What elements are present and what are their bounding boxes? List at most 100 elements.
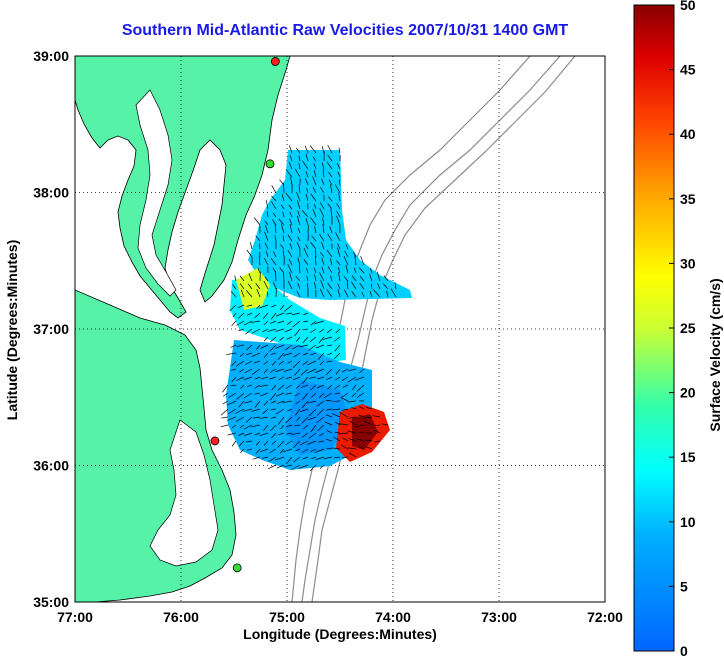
velocity-vector <box>327 384 333 390</box>
velocity-vector <box>294 328 301 337</box>
velocity-vector <box>303 424 309 430</box>
velocity-vector <box>270 408 277 411</box>
map-area <box>75 56 605 602</box>
velocity-vector <box>251 368 261 375</box>
radar-stations <box>210 57 280 573</box>
velocity-vector <box>267 328 277 332</box>
velocity-vector <box>255 448 261 454</box>
velocity-vector <box>286 320 293 325</box>
velocity-vector <box>334 431 341 434</box>
velocity-vector <box>305 244 309 250</box>
velocity-vector <box>301 400 309 409</box>
velocity-vector <box>264 242 269 250</box>
velocity-vector <box>336 260 341 266</box>
x-tick-label: 75:00 <box>269 609 305 625</box>
velocity-vector <box>239 368 245 373</box>
velocity-vector <box>341 456 349 459</box>
velocity-vector <box>314 320 325 325</box>
velocity-vector <box>263 280 269 290</box>
velocity-vector <box>333 336 341 342</box>
velocity-vector <box>289 145 293 154</box>
velocity-vector <box>280 223 285 234</box>
velocity-vector <box>338 432 349 435</box>
velocity-vector <box>326 360 333 363</box>
velocity-vector <box>302 336 309 344</box>
velocity-vector <box>271 185 277 194</box>
velocity-vector <box>364 439 373 442</box>
velocity-vector <box>359 406 365 410</box>
velocity-vector <box>319 392 325 398</box>
velocity-vector <box>310 217 317 226</box>
velocity-vector <box>377 282 381 290</box>
velocity-vector <box>309 464 317 472</box>
velocity-vector <box>353 251 357 258</box>
velocity-vector <box>284 464 293 467</box>
velocity-vector <box>358 431 365 434</box>
velocity-vector <box>280 244 285 250</box>
velocity-vector <box>263 336 269 342</box>
velocity-vector <box>327 266 333 274</box>
velocity-vector <box>359 446 365 450</box>
velocity-vector <box>292 320 301 328</box>
velocity-vector <box>274 223 277 234</box>
velocity-vector <box>330 184 333 194</box>
velocity-vector <box>270 400 277 404</box>
velocity-vector <box>251 408 261 412</box>
velocity-vector <box>296 200 301 210</box>
land-mass <box>75 56 291 319</box>
velocity-vector <box>247 283 253 290</box>
velocity-patch <box>248 150 412 300</box>
velocity-vector <box>285 456 293 465</box>
velocity-vector <box>292 376 301 381</box>
velocity-vector <box>256 344 261 350</box>
velocity-vector <box>294 168 301 178</box>
velocity-vector <box>317 376 325 380</box>
pamlico-sound <box>149 419 219 567</box>
velocity-vector <box>341 392 349 398</box>
velocity-vector <box>303 259 309 266</box>
velocity-vector <box>347 376 357 383</box>
velocity-vector <box>298 184 301 194</box>
velocity-vector <box>374 440 381 443</box>
velocity-vector <box>340 397 349 402</box>
velocity-vector <box>316 384 325 389</box>
velocity-vector <box>232 284 237 290</box>
velocity-vector <box>275 392 285 397</box>
velocity-vector <box>309 328 317 334</box>
velocity-vector <box>282 400 293 404</box>
velocity-vector <box>331 413 341 418</box>
velocity-vector <box>264 220 269 226</box>
velocity-vector <box>227 400 237 406</box>
velocity-vector <box>321 146 325 154</box>
velocity-vector <box>259 304 269 309</box>
velocity-vector <box>318 432 325 437</box>
velocity-vector <box>356 392 365 398</box>
velocity-vector <box>373 289 381 298</box>
velocity-vector <box>358 414 365 418</box>
velocity-vector <box>300 408 309 412</box>
velocity-vector <box>342 437 349 442</box>
velocity-vector <box>314 368 325 374</box>
x-axis-label: Longitude (Degrees:Minutes) <box>243 626 437 642</box>
velocity-vector <box>347 430 357 434</box>
velocity-vector <box>269 448 277 454</box>
velocity-vector <box>330 275 333 282</box>
velocity-vector <box>341 376 349 381</box>
velocity-vector <box>323 456 333 460</box>
velocity-vector <box>354 376 365 381</box>
velocity-vector <box>252 416 261 419</box>
velocity-vector <box>296 215 301 226</box>
velocity-vector <box>296 192 301 202</box>
velocity-vector <box>297 283 301 290</box>
velocity-vector <box>291 432 301 436</box>
velocity-vector <box>365 446 373 450</box>
velocity-vector <box>272 251 277 258</box>
velocity-vector <box>335 232 341 242</box>
velocity-vector <box>314 226 317 234</box>
velocity-vector <box>282 249 285 258</box>
x-tick-label: 76:00 <box>163 609 199 625</box>
velocity-vector <box>239 424 245 429</box>
velocity-vector <box>246 304 253 307</box>
velocity-vector <box>306 187 309 194</box>
velocity-vector <box>297 210 301 218</box>
